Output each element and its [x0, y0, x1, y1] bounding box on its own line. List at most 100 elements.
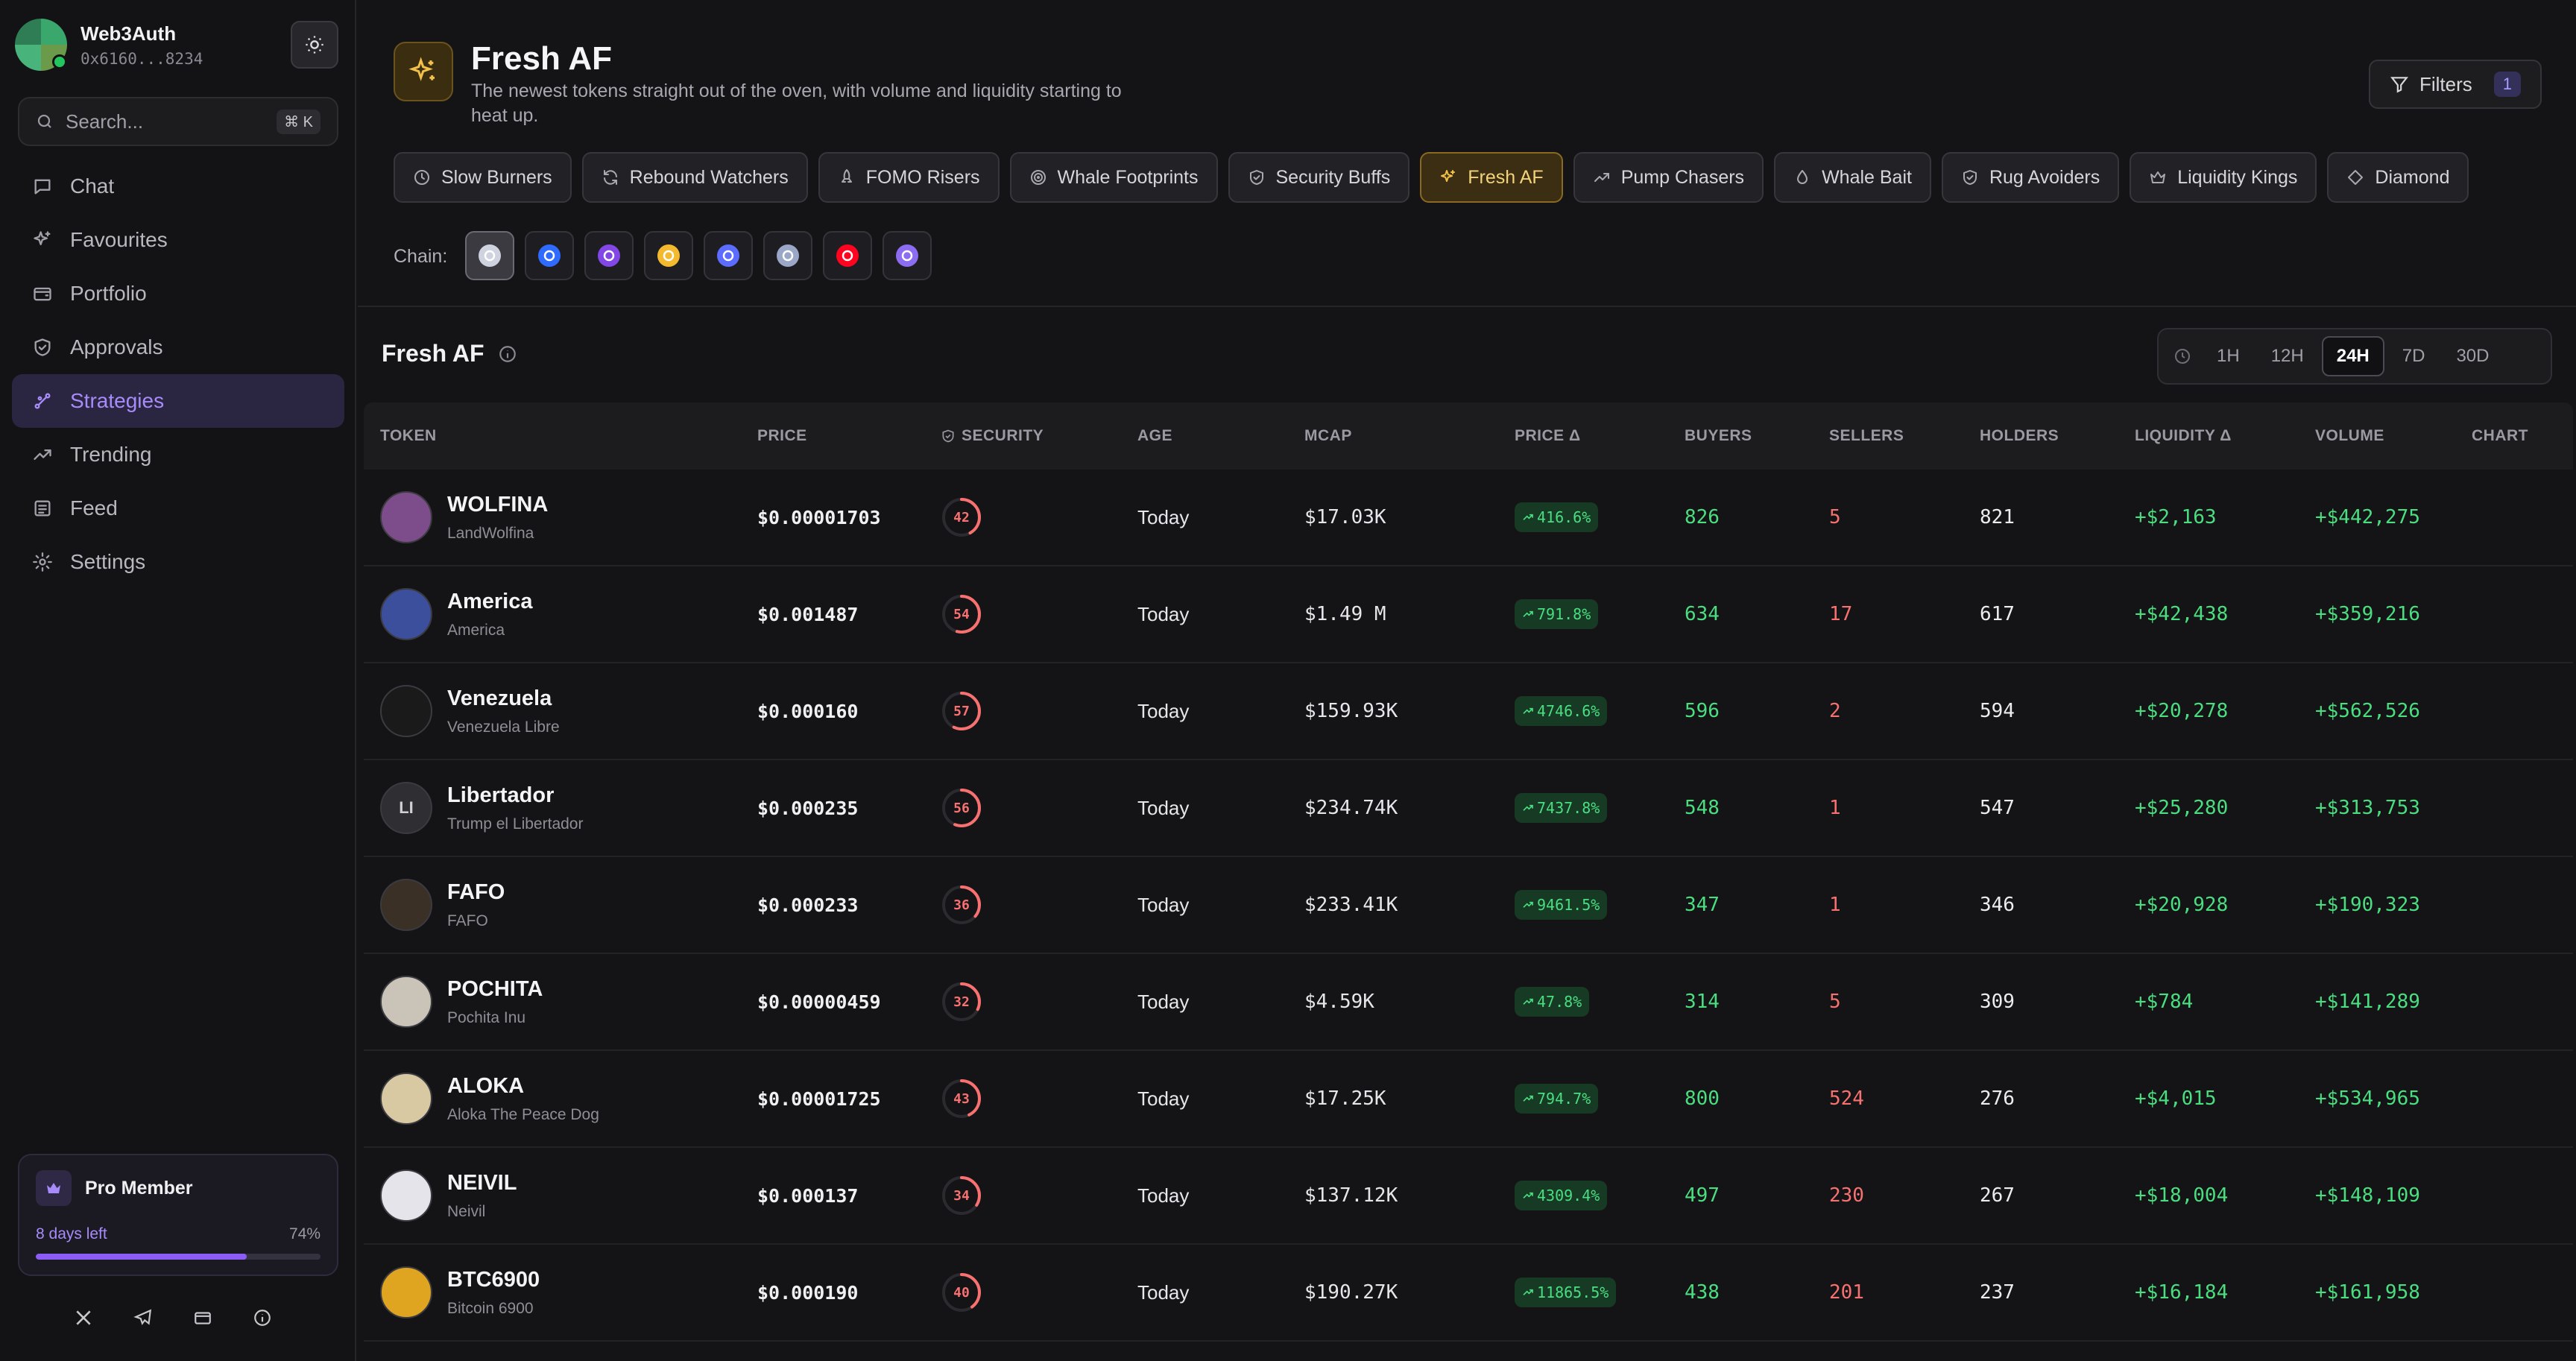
sidebar-item-favourites[interactable]: Favourites: [12, 213, 344, 267]
column-header-volume[interactable]: VOLUME: [2315, 427, 2384, 444]
trending-up-icon: [1523, 514, 1533, 520]
table-row[interactable]: Venezuela Venezuela Libre $0.000160 57 Today…: [364, 663, 2573, 760]
price-delta-value: 794.7%: [1537, 1090, 1591, 1108]
strategy-tab-security-buffs[interactable]: Security Buffs: [1228, 152, 1410, 203]
chain-polygon[interactable]: [584, 231, 634, 280]
token-name: Neivil: [447, 1202, 486, 1220]
column-header-token[interactable]: TOKEN: [380, 427, 437, 444]
sidebar-item-label: Settings: [70, 550, 146, 573]
volume: +$562,526: [2315, 700, 2420, 722]
buyers-count: 497: [1685, 1184, 1720, 1207]
column-header-holders[interactable]: HOLDERS: [1980, 427, 2059, 444]
column-header-age[interactable]: AGE: [1137, 427, 1173, 444]
sellers-count: 1: [1829, 797, 1841, 819]
search-input[interactable]: Search... ⌘ K: [18, 97, 338, 146]
pro-membership-card[interactable]: Pro Member 8 days left 74%: [18, 1154, 338, 1276]
pro-percent: 74%: [288, 1225, 321, 1242]
column-header-mcap[interactable]: MCAP: [1304, 427, 1352, 444]
column-header-price-delta[interactable]: PRICE Δ: [1515, 427, 1581, 444]
liquidity-delta: +$4,015: [2135, 1087, 2217, 1110]
filters-button[interactable]: Filters 1: [2369, 60, 2542, 109]
security-score-ring: 43: [941, 1078, 982, 1120]
chain-base[interactable]: [525, 231, 574, 280]
strategy-tab-rebound-watchers[interactable]: Rebound Watchers: [581, 152, 808, 203]
sidebar-item-strategies[interactable]: Strategies: [12, 374, 344, 428]
column-header-sellers[interactable]: SELLERS: [1829, 427, 1904, 444]
timeframe-7d[interactable]: 7D: [2402, 346, 2425, 366]
token-mcap: $4.59K: [1304, 991, 1374, 1013]
blast-icon: [717, 244, 739, 267]
sidebar-item-approvals[interactable]: Approvals: [12, 320, 344, 374]
table-row[interactable]: ALOKA Aloka The Peace Dog $0.00001725 43 Tod…: [364, 1051, 2573, 1148]
security-score: 32: [953, 994, 970, 1010]
price-delta-value: 7437.8%: [1537, 799, 1600, 817]
table-row[interactable]: BTC6900 Bitcoin 6900 $0.000190 40 Today $190.…: [364, 1245, 2573, 1342]
timeframe-1h[interactable]: 1H: [2217, 346, 2240, 366]
account-switcher[interactable]: Web3Auth 0x6160...8234: [15, 18, 343, 72]
table-row[interactable]: America America $0.001487 54 Today $1.49 M 791…: [364, 566, 2573, 663]
sidebar-item-portfolio[interactable]: Portfolio: [12, 267, 344, 320]
price-delta-value: 4746.6%: [1537, 702, 1600, 720]
wallet-icon[interactable]: [191, 1306, 215, 1330]
price-delta-badge: 11865.5%: [1515, 1278, 1617, 1307]
holders-count: 594: [1980, 700, 2015, 722]
info-icon[interactable]: [250, 1306, 274, 1330]
token-name: Venezuela Libre: [447, 718, 560, 736]
token-name: Bitcoin 6900: [447, 1299, 534, 1317]
x-twitter-icon[interactable]: [72, 1306, 95, 1330]
pro-days-left: 8 days left: [36, 1225, 107, 1242]
table-row[interactable]: POCHITA Pochita Inu $0.00000459 32 Today $4.5…: [364, 954, 2573, 1051]
token-mcap: $17.03K: [1304, 506, 1386, 528]
strategy-tab-fresh-af[interactable]: Fresh AF: [1420, 152, 1563, 203]
strategy-tab-rug-avoiders[interactable]: Rug Avoiders: [1941, 152, 2120, 203]
table-row[interactable]: FAFO FAFO $0.000233 36 Today $233.41K 9461.5% 3…: [364, 857, 2573, 954]
strategy-tab-liquidity-kings[interactable]: Liquidity Kings: [2130, 152, 2317, 203]
security-score: 42: [953, 509, 970, 525]
refresh-icon: [602, 168, 619, 186]
strategy-tab-label: Whale Bait: [1822, 166, 1912, 188]
token-avatar: [380, 976, 432, 1028]
info-icon[interactable]: [498, 344, 517, 367]
chain-arbitrum[interactable]: [763, 231, 812, 280]
chain-optimism[interactable]: [823, 231, 872, 280]
column-header-buyers[interactable]: BUYERS: [1685, 427, 1752, 444]
chain-label: Chain:: [394, 246, 448, 267]
chat-icon: [31, 175, 54, 198]
table-row[interactable]: WOLFINA LandWolfina $0.00001703 42 Today $17.…: [364, 470, 2573, 566]
price-delta-badge: 4746.6%: [1515, 696, 1608, 726]
table-row[interactable]: NEIVIL Neivil $0.000137 34 Today $137.12K 4309…: [364, 1148, 2573, 1245]
chain-zksync[interactable]: [883, 231, 932, 280]
chain-bnb[interactable]: [644, 231, 693, 280]
liquidity-delta: +$18,004: [2135, 1184, 2229, 1207]
drop-icon: [1793, 168, 1811, 186]
timeframe-30d[interactable]: 30D: [2456, 346, 2490, 366]
strategy-tab-diamond[interactable]: Diamond: [2327, 152, 2469, 203]
table-row[interactable]: LI Libertador Trump el Libertador $0.000235…: [364, 760, 2573, 857]
strategy-tab-slow-burners[interactable]: Slow Burners: [394, 152, 572, 203]
sidebar-item-chat[interactable]: Chat: [12, 160, 344, 213]
chain-ethereum[interactable]: [465, 231, 514, 280]
theme-toggle-button[interactable]: [291, 21, 338, 69]
column-header-price[interactable]: PRICE: [757, 427, 807, 444]
telegram-icon[interactable]: [131, 1306, 155, 1330]
buyers-count: 438: [1685, 1281, 1720, 1304]
pro-progress-bar: [36, 1254, 321, 1260]
trending-up-icon: [1523, 1095, 1533, 1102]
timeframe-12h[interactable]: 12H: [2270, 346, 2304, 366]
strategy-tab-whale-footprints[interactable]: Whale Footprints: [1009, 152, 1218, 203]
holders-count: 309: [1980, 991, 2015, 1013]
sparkle-icon: [394, 42, 453, 101]
sidebar-item-settings[interactable]: Settings: [12, 535, 344, 589]
chain-blast[interactable]: [704, 231, 753, 280]
sidebar: Web3Auth 0x6160...8234 Search... ⌘ K Cha…: [0, 0, 356, 1361]
liquidity-delta: +$20,928: [2135, 894, 2229, 916]
strategy-tab-fomo-risers[interactable]: FOMO Risers: [818, 152, 1000, 203]
strategy-tab-pump-chasers[interactable]: Pump Chasers: [1573, 152, 1764, 203]
column-header-chart: CHART: [2472, 427, 2528, 444]
column-header-security[interactable]: SECURITY: [941, 427, 1137, 445]
column-header-liquidity-delta[interactable]: LIQUIDITY Δ: [2135, 427, 2232, 444]
sidebar-item-feed[interactable]: Feed: [12, 481, 344, 535]
timeframe-24h[interactable]: 24H: [2321, 336, 2384, 376]
strategy-tab-whale-bait[interactable]: Whale Bait: [1774, 152, 1931, 203]
sidebar-item-trending[interactable]: Trending: [12, 428, 344, 481]
